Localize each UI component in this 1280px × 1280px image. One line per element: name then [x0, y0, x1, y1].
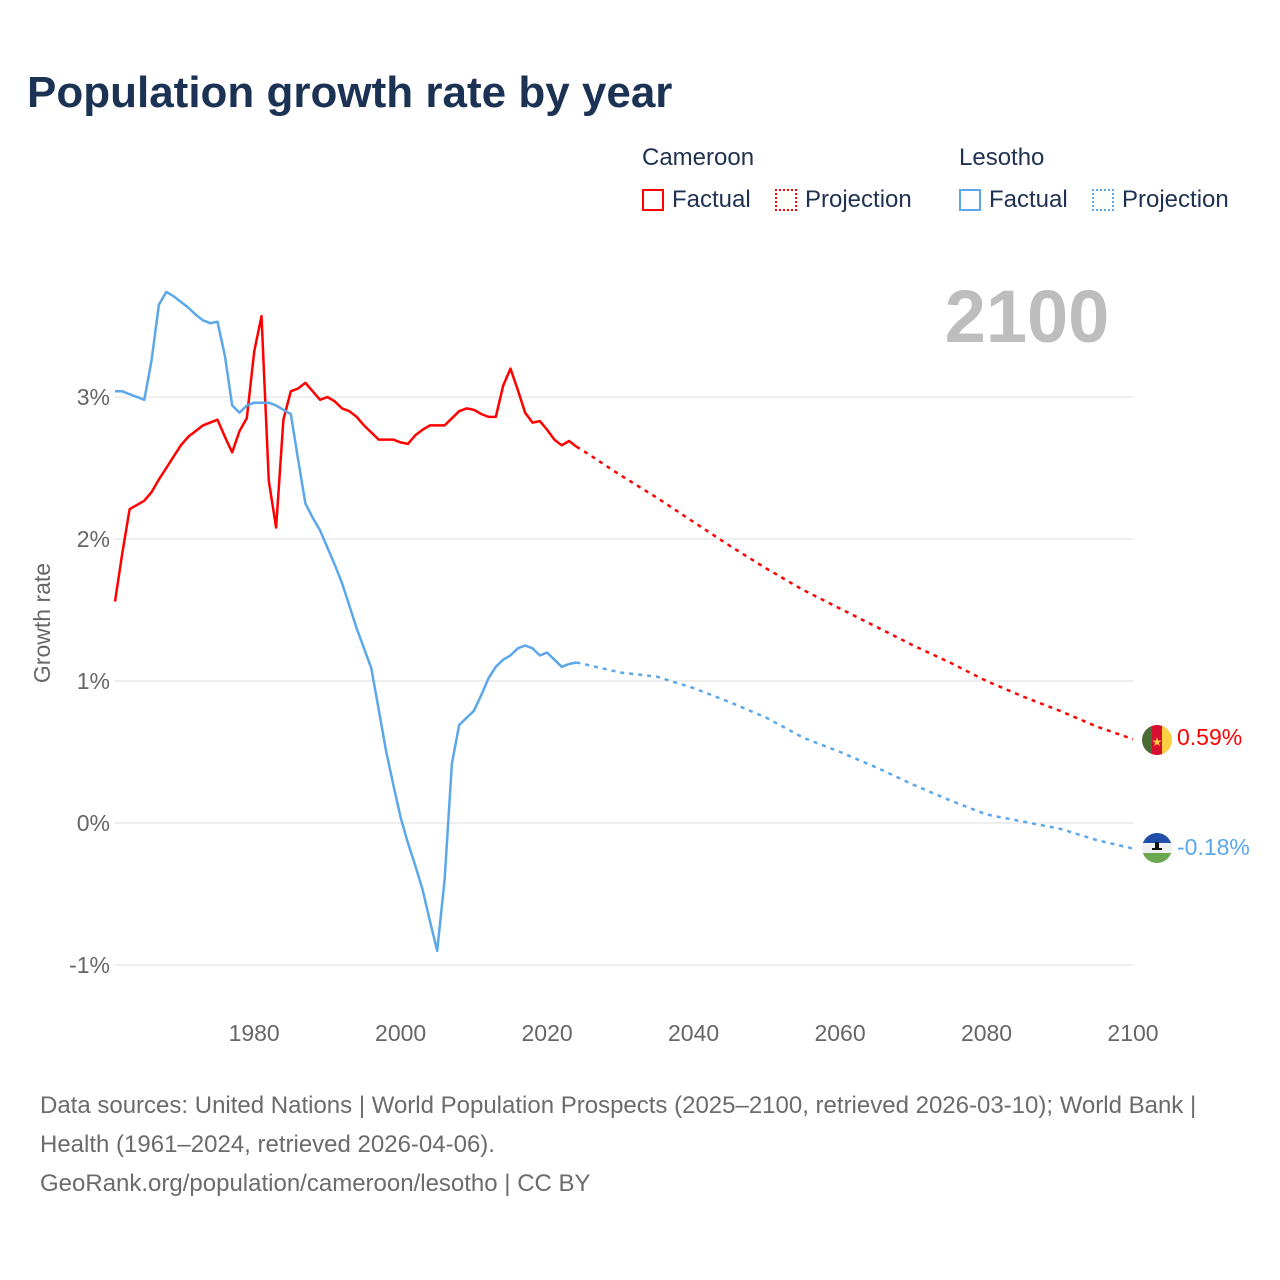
y-axis-label: Growth rate [29, 563, 55, 683]
credit-link[interactable]: GeoRank.org/population/cameroon/lesotho … [40, 1170, 591, 1197]
x-tick-label: 2040 [668, 1020, 719, 1046]
lesotho-flag-icon [1142, 833, 1172, 863]
x-tick-label: 1980 [229, 1020, 280, 1046]
footer: Data sources: United Nations | World Pop… [40, 1086, 1240, 1203]
legend-cameroon-factual[interactable]: Factual [642, 186, 751, 214]
y-tick-label: 0% [77, 810, 110, 836]
cameroon-flag-icon: ★ [1142, 725, 1172, 755]
cameroon-factual-line [113, 314, 578, 602]
chart-title: Population growth rate by year [27, 68, 673, 117]
solid-swatch-icon [642, 189, 664, 211]
solid-swatch-icon [959, 189, 981, 211]
legend-label: Projection [1122, 186, 1229, 213]
legend-lesotho-factual[interactable]: Factual [959, 186, 1068, 214]
x-tick-label: 2020 [522, 1020, 573, 1046]
y-tick-label: 2% [77, 526, 110, 552]
end-label-cameroon: 0.59% [1177, 724, 1242, 750]
dotted-swatch-icon [1092, 189, 1114, 211]
lesotho-factual-line [115, 290, 577, 953]
y-tick-label: 3% [77, 384, 110, 410]
x-tick-label: 2000 [375, 1020, 426, 1046]
svg-text:★: ★ [1152, 735, 1163, 749]
cameroon-projection-line [575, 445, 1134, 741]
legend-group-lesotho: Lesotho [959, 144, 1045, 171]
end-label-lesotho: -0.18% [1177, 834, 1250, 860]
legend-lesotho-projection[interactable]: Projection [1092, 186, 1229, 214]
x-tick-label: 2100 [1107, 1020, 1158, 1046]
legend-label: Factual [989, 186, 1068, 213]
legend-group-cameroon: Cameroon [642, 144, 755, 171]
year-indicator: 2100 [945, 275, 1110, 358]
legend-label: Projection [805, 186, 912, 213]
x-tick-label: 2060 [814, 1020, 865, 1046]
legend-label: Factual [672, 186, 751, 213]
data-sources: Data sources: United Nations | World Pop… [40, 1092, 1197, 1158]
x-tick-label: 2080 [961, 1020, 1012, 1046]
legend-cameroon-projection[interactable]: Projection [775, 186, 912, 214]
y-tick-label: -1% [69, 952, 110, 978]
lesotho-projection-line [576, 661, 1134, 850]
y-tick-label: 1% [77, 668, 110, 694]
legend: Cameroon Factual Projection Lesotho Fact… [642, 144, 1262, 224]
dotted-swatch-icon [775, 189, 797, 211]
